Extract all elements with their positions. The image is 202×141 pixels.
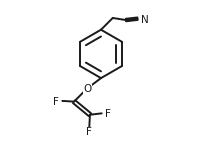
Text: F: F: [53, 97, 59, 107]
Text: F: F: [86, 127, 92, 137]
Text: O: O: [83, 84, 91, 94]
Text: N: N: [141, 15, 149, 25]
Text: F: F: [105, 109, 111, 119]
